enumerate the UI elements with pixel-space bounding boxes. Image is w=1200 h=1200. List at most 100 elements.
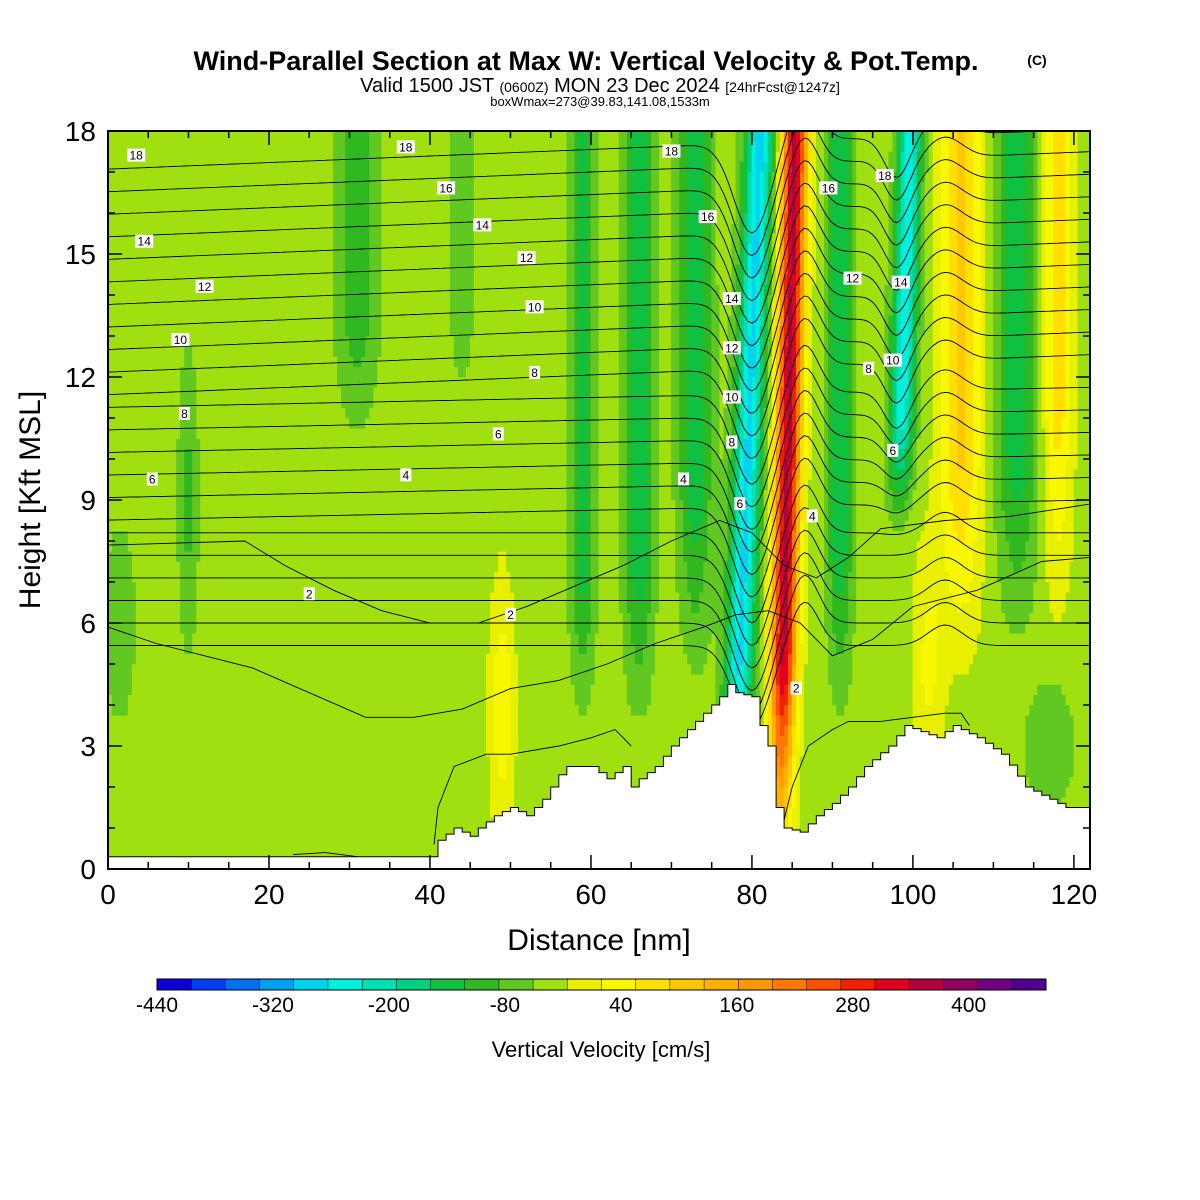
contour-label-box [662, 144, 681, 158]
contour-label-box [722, 390, 741, 404]
colorbar-swatch [533, 979, 568, 990]
contour-label-box [891, 275, 910, 289]
colorbar-tick-label: -200 [368, 994, 410, 1017]
contour-label: 18 [399, 140, 413, 154]
colorbar-tick-label: 280 [835, 994, 870, 1017]
colorbar-swatch [1011, 979, 1047, 990]
contour-label-box [525, 300, 544, 314]
colorbar-swatch [943, 979, 979, 990]
contour-label: 18 [665, 145, 679, 159]
box-max-info: boxWmax=273@39.83,141.08,1533m [490, 94, 710, 109]
colorbar-swatch [396, 979, 432, 990]
colorbar-tick-label: -80 [490, 994, 520, 1017]
colorbar-swatch [635, 979, 671, 990]
contour-label-box [819, 181, 838, 195]
contour-labels: 18 18 18 16 16 16 18 14 14 14 14 12 12 12 12 10 10 10 10 8 8… [127, 140, 910, 696]
contour-label-box [887, 443, 899, 457]
contour-label: 4 [680, 473, 687, 487]
contour-label: 6 [495, 427, 502, 441]
valid-time: Valid 1500 JST [360, 75, 494, 97]
contour-label-box [303, 587, 315, 601]
contour-label: 12 [198, 280, 212, 294]
contour-label-box [171, 333, 190, 347]
contour-label-box [492, 427, 504, 441]
contour-label: 14 [138, 235, 152, 249]
contour-label: 6 [149, 473, 156, 487]
contour-label: 14 [476, 218, 490, 232]
contour-label-box [127, 148, 146, 162]
contour-label-box [400, 468, 412, 482]
colorbar-swatch [977, 979, 1013, 990]
forecast-info: [24hrFcst@1247z] [725, 79, 840, 95]
contour-label-box [790, 681, 802, 695]
colorbar-swatch [772, 979, 808, 990]
contour-label-box [473, 218, 492, 232]
colorbar: -440 -320 -200 -80 40 160 280 400 [136, 978, 1047, 1017]
contour-label: 2 [793, 682, 800, 696]
colorbar-tick-label: -320 [252, 994, 294, 1017]
contour-label: 10 [725, 391, 739, 405]
contour-label: 4 [402, 468, 409, 482]
y-axis-label: Height [Kft MSL] [14, 391, 47, 609]
colorbar-swatch [498, 979, 534, 990]
x-tick-label: 100 [890, 879, 937, 910]
contour-label: 14 [725, 292, 739, 306]
contour-label: 10 [174, 333, 188, 347]
colorbar-swatch [225, 979, 261, 990]
chart-subtitle: Valid 1500 JST (0600Z) MON 23 Dec 2024 [… [360, 75, 840, 97]
x-tick-label: 120 [1051, 879, 1098, 910]
y-tick-label: 9 [80, 485, 96, 516]
contour-label: 16 [822, 181, 836, 195]
colorbar-tick-label: 40 [609, 994, 632, 1017]
colorbar-swatch [362, 979, 397, 990]
y-tick-label: 3 [80, 731, 96, 762]
colorbar-swatch [806, 979, 842, 990]
y-tick-label: 15 [65, 239, 96, 270]
y-tick-label: 12 [65, 362, 96, 393]
contour-label-box [504, 607, 516, 621]
contour-label-box [722, 292, 741, 306]
contour-label-box [135, 234, 154, 248]
contour-label: 10 [528, 300, 542, 314]
contour-label-box [863, 361, 875, 375]
contour-label: 12 [846, 272, 860, 286]
contour-label: 6 [889, 444, 896, 458]
contour-label-box [875, 169, 894, 183]
contour-label: 14 [894, 276, 908, 290]
contour-label-box [806, 509, 818, 523]
contour-label-box [529, 365, 541, 379]
y-tick-label: 18 [65, 116, 96, 147]
contour-label-box [698, 210, 717, 224]
valid-zulu: (0600Z) [499, 79, 548, 95]
contour-label: 2 [306, 587, 313, 601]
x-tick-label: 0 [100, 879, 116, 910]
colorbar-swatch [875, 979, 910, 990]
x-tick-label: 20 [253, 879, 284, 910]
contour-label-box [146, 472, 158, 486]
copyright-mark: (C) [1027, 52, 1046, 68]
valid-date: MON 23 Dec 2024 [554, 75, 720, 97]
contour-label: 4 [809, 509, 816, 523]
y-tick-label: 6 [80, 608, 96, 639]
contour-label: 12 [725, 341, 739, 355]
contour-label-box [437, 181, 456, 195]
colorbar-swatch [669, 979, 705, 990]
axes: 0 20 40 60 80 100 120 0 3 6 9 12 15 18 [65, 116, 1097, 910]
contour-label: 8 [865, 362, 872, 376]
colorbar-swatch [704, 979, 739, 990]
contour-label: 8 [531, 366, 538, 380]
contour-label: 12 [520, 251, 534, 265]
contour-label: 2 [507, 608, 514, 622]
contour-label-box [517, 251, 536, 265]
y-tick-label: 0 [80, 854, 96, 885]
contour-label-box [883, 353, 902, 367]
contour-label-box [726, 435, 738, 449]
potential-temperature-contours [108, 131, 1090, 858]
colorbar-swatch [909, 979, 944, 990]
contour-label: 8 [181, 407, 188, 421]
colorbar-tick-label: 160 [719, 994, 754, 1017]
colorbar-swatch [464, 979, 500, 990]
contour-label-box [178, 406, 190, 420]
contour-label: 8 [728, 436, 735, 450]
contour-label-box [734, 497, 746, 511]
